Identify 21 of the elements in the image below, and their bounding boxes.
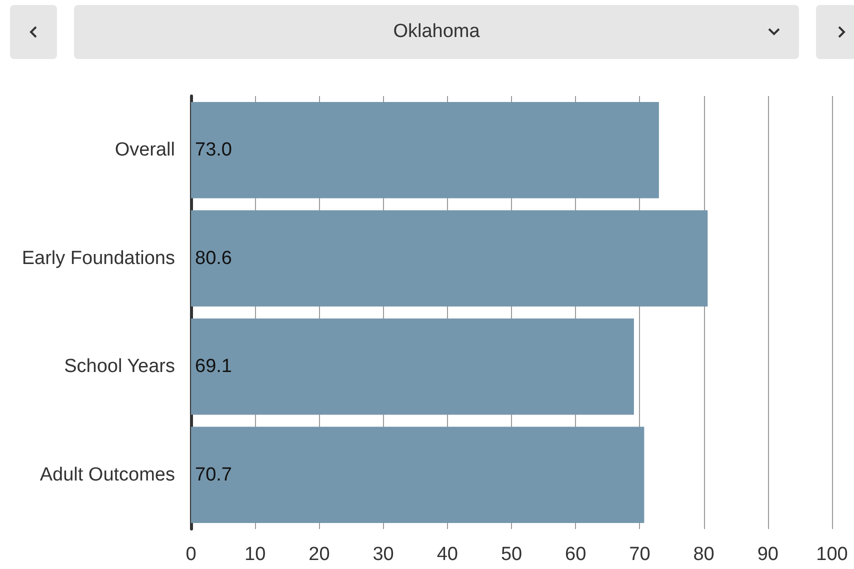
x-tick-label: 10 — [244, 544, 266, 565]
x-tick-label: 40 — [436, 544, 458, 565]
x-tick-label: 50 — [500, 544, 522, 565]
y-tick-label: Early Foundations — [22, 248, 175, 269]
x-tick-label: 90 — [757, 544, 778, 565]
x-tick-label: 70 — [629, 544, 650, 565]
chart-title: Oklahoma — [393, 21, 480, 43]
x-tick-label: 80 — [693, 544, 714, 565]
data-label: 70.7 — [195, 464, 232, 486]
y-tick-label: Overall — [114, 140, 175, 161]
x-tick-label: 100 — [816, 544, 848, 565]
data-label: 73.0 — [195, 140, 232, 161]
data-label: 69.1 — [195, 356, 232, 378]
x-tick-label: 60 — [565, 544, 586, 565]
x-tick-label: 20 — [308, 544, 330, 565]
data-label: 80.6 — [195, 248, 232, 269]
state-dropdown: Oklahoma — [74, 5, 799, 59]
x-tick-label: 30 — [372, 544, 394, 565]
y-tick-label: Adult Outcomes — [40, 464, 175, 486]
y-tick-label: School Years — [64, 356, 175, 378]
x-tick-label: 0 — [186, 544, 196, 565]
